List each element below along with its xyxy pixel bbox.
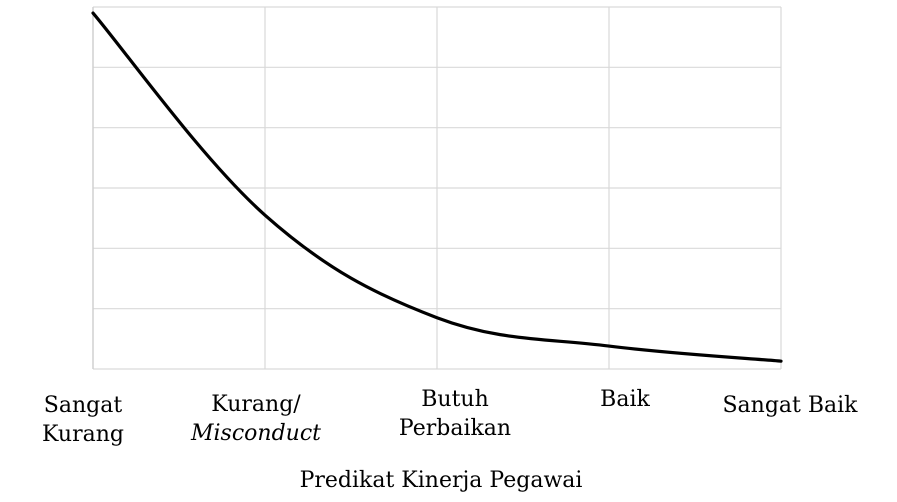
series-line [91,11,783,363]
x-tick-label: Kurang/Misconduct [190,392,321,446]
series-layer [91,11,783,363]
x-tick-label-line: Perbaikan [399,416,511,441]
x-tick-label-line: Sangat [44,393,123,418]
x-tick-label-line: Baik [600,387,650,412]
x-tick-label: Sangat Kurang [42,393,124,447]
x-tick-label-line: Sangat Baik [722,393,858,418]
x-axis-title: Predikat Kinerja Pegawai [300,468,583,493]
grid [93,6,782,370]
x-tick-label: Sangat Baik [722,393,858,418]
x-tick-label-line: Butuh [421,387,489,412]
x-tick-label-line: Misconduct [190,421,321,446]
x-tick-label-line: Kurang [42,422,124,447]
x-tick-label: Butuh Perbaikan [399,387,511,441]
x-tick-label: Baik [600,387,650,412]
x-tick-label-line: Kurang/ [211,392,301,417]
x-tick-labels: Sangat Kurang Kurang/Misconduct Butuh Perbai… [42,387,858,447]
